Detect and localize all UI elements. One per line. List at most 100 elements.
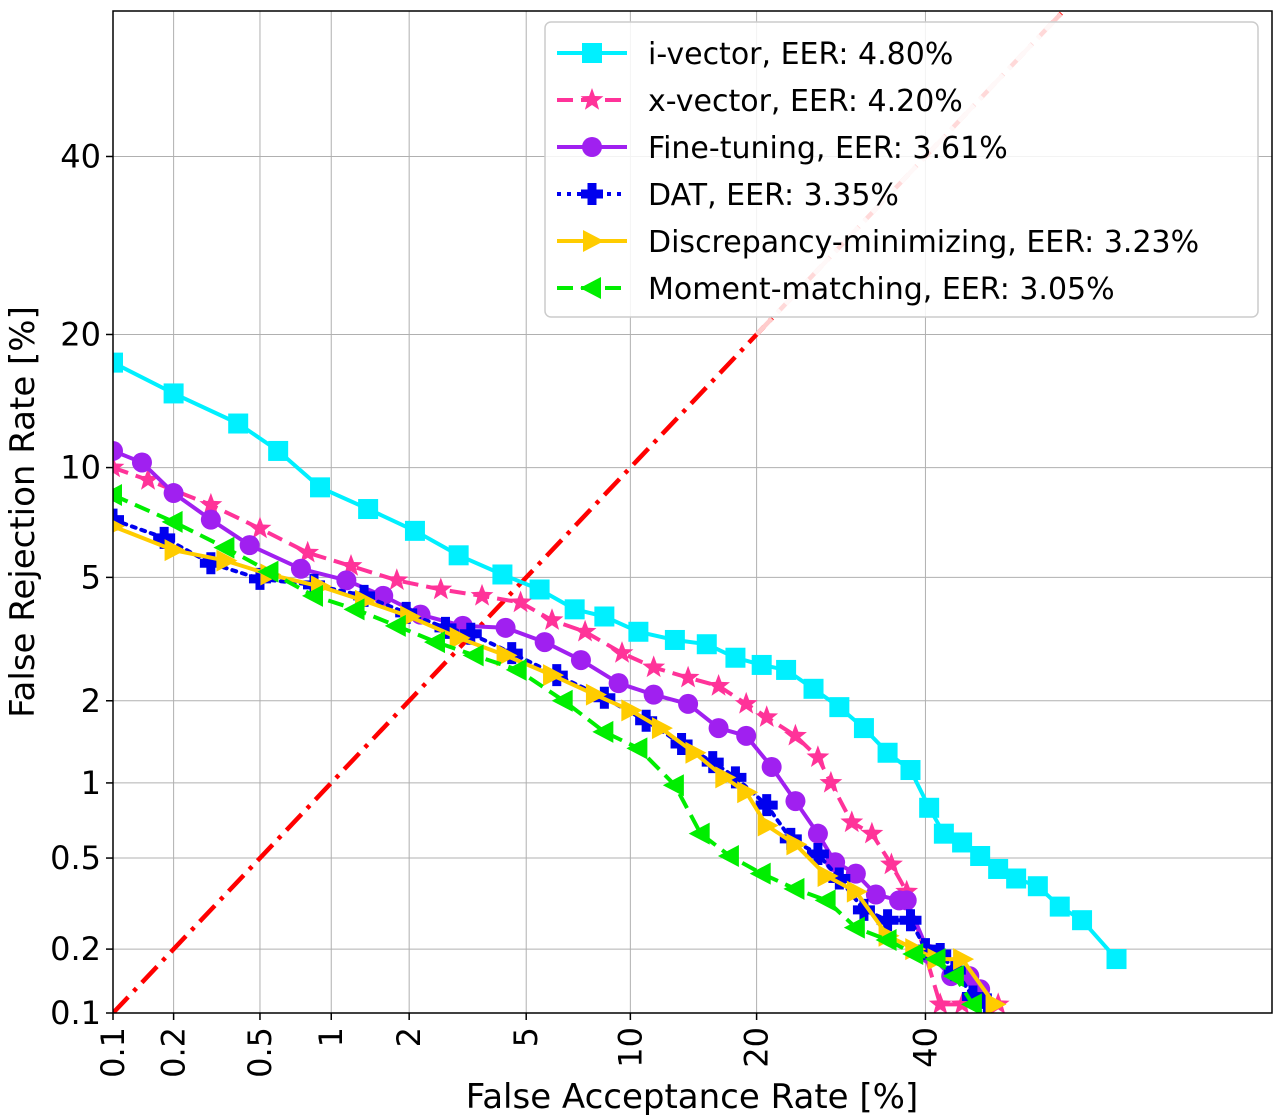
data-point: [336, 570, 357, 591]
y-tick-label: 0.5: [50, 839, 101, 877]
data-point: [829, 697, 850, 718]
data-point: [776, 659, 797, 680]
data-point: [707, 674, 730, 696]
data-point: [942, 965, 964, 988]
data-point: [717, 844, 739, 867]
data-point: [608, 673, 629, 694]
data-point: [701, 751, 724, 774]
data-point: [819, 770, 843, 793]
data-point: [755, 705, 779, 727]
plot-area: [113, 11, 1127, 1013]
data-point: [496, 644, 518, 667]
series-1: [113, 455, 1010, 1013]
data-point: [725, 647, 746, 668]
data-point: [751, 654, 772, 675]
data-point: [610, 641, 634, 663]
data-point: [860, 821, 884, 844]
data-point: [806, 745, 830, 767]
data-point: [621, 699, 643, 722]
data-point: [853, 718, 874, 739]
x-tick-label: 0.5: [241, 1027, 279, 1078]
legend-label: Moment-matching, EER: 3.05%: [648, 272, 1115, 307]
data-point: [248, 567, 271, 590]
data-point: [749, 862, 771, 885]
x-tick-label: 0.2: [155, 1027, 193, 1078]
legend-box: [544, 21, 1259, 318]
data-point: [543, 664, 565, 687]
data-point: [301, 584, 323, 607]
data-point: [462, 644, 484, 667]
data-point: [495, 617, 516, 638]
data-point: [290, 558, 311, 579]
axis-ticks: 0.1 0.2 0.5 1 2 5 10 20 40 0.1 0.2 0.5 1 2 5 10 20 40: [50, 137, 944, 1077]
x-tick-label: 5: [507, 1027, 545, 1047]
data-point: [734, 691, 758, 714]
data-point: [509, 590, 532, 613]
legend-entry: DAT, EER: 3.35%: [557, 178, 899, 213]
x-tick-label: 1: [312, 1027, 350, 1047]
data-point: [651, 717, 673, 740]
data-point: [153, 526, 176, 549]
data-point: [470, 583, 494, 606]
data-point: [846, 880, 868, 903]
series-4: [113, 520, 1007, 1013]
data-point: [449, 626, 471, 649]
data-point: [592, 720, 614, 743]
series-5: [113, 483, 982, 1013]
y-tick-label: 0.2: [50, 930, 101, 968]
x-axis-title: False Acceptance Rate [%]: [466, 1077, 918, 1117]
data-point: [737, 781, 759, 804]
data-point: [164, 539, 186, 562]
data-point: [840, 810, 864, 833]
data-point: [113, 440, 123, 461]
data-point: [385, 568, 409, 590]
data-point: [960, 993, 982, 1013]
data-point: [1072, 910, 1093, 931]
data-point: [970, 845, 991, 866]
data-point: [828, 867, 851, 890]
legend-label: Discrepancy-minimizing, EER: 3.23%: [648, 225, 1199, 260]
legend: i-vector, EER: 4.80% x-vector, EER: 4.20%…: [544, 21, 1259, 318]
data-point: [786, 833, 808, 856]
y-tick-label: 10: [60, 449, 101, 487]
legend-label: i-vector, EER: 4.80%: [648, 37, 953, 72]
data-point: [163, 383, 184, 404]
y-axis-title: False Rejection Rate [%]: [3, 306, 43, 718]
data-point: [803, 678, 824, 699]
series-line: [113, 360, 1118, 961]
y-tick-label: 1: [81, 764, 101, 802]
data-point: [573, 619, 597, 642]
x-tick-label: 0.1: [94, 1027, 132, 1078]
data-point: [404, 520, 425, 541]
data-point: [257, 560, 279, 583]
data-point: [570, 650, 591, 671]
data-point: [534, 632, 555, 653]
data-point: [902, 942, 924, 965]
legend-label: Fine-tuning, EER: 3.61%: [648, 131, 1008, 166]
series-2: [113, 440, 991, 1000]
data-point: [708, 718, 729, 739]
data-point: [423, 631, 445, 654]
series-line: [113, 449, 982, 991]
data-point: [806, 842, 829, 865]
data-point: [688, 822, 710, 845]
data-point: [268, 440, 289, 461]
data-point: [736, 725, 757, 746]
data-point: [678, 693, 699, 714]
legend-marker: [583, 230, 604, 252]
data-point: [899, 909, 922, 932]
x-tick-label: 2: [390, 1027, 428, 1047]
data-point: [785, 791, 806, 812]
data-point: [200, 509, 221, 530]
data-point: [950, 992, 974, 1013]
data-point: [113, 455, 125, 478]
legend-marker: [580, 88, 604, 110]
data-point: [845, 863, 866, 884]
data-point: [953, 948, 975, 971]
data-point: [988, 858, 1009, 879]
data-point: [448, 545, 469, 566]
data-point: [626, 737, 648, 760]
data-point: [199, 552, 222, 575]
data-point: [924, 948, 946, 971]
plot-frame: [112, 10, 1273, 1014]
